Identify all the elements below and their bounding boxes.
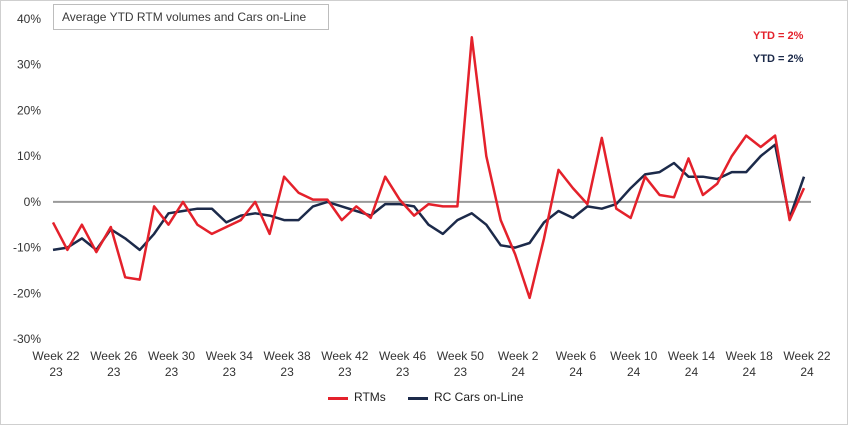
x-tick-label: 23	[280, 365, 294, 379]
y-tick-label: 20%	[17, 103, 41, 117]
x-tick-label: Week 46	[379, 349, 426, 363]
x-tick-label: 24	[627, 365, 641, 379]
series-line-rc-cars-on-line	[52, 143, 806, 252]
x-tick-label: Week 14	[668, 349, 715, 363]
x-tick-label: Week 38	[264, 349, 311, 363]
x-tick-label: Week 2	[498, 349, 539, 363]
x-tick-label: Week 6	[556, 349, 597, 363]
y-tick-label: 40%	[17, 12, 41, 26]
x-tick-label: 24	[511, 365, 525, 379]
y-tick-label: 30%	[17, 58, 41, 72]
x-tick-label: Week 18	[726, 349, 773, 363]
x-tick-label: Week 10	[610, 349, 657, 363]
ytd-rtm-annotation: YTD = 2%	[753, 30, 804, 42]
chart-title-box: Average YTD RTM volumes and Cars on-Line	[53, 4, 329, 30]
x-tick-label: 24	[800, 365, 814, 379]
legend-label-rtms: RTMs	[354, 390, 386, 404]
legend-swatch-cars	[408, 397, 428, 400]
x-tick-label: Week 42	[321, 349, 368, 363]
y-tick-label: -10%	[13, 241, 41, 255]
x-tick-label: 23	[454, 365, 468, 379]
x-tick-label: 23	[49, 365, 63, 379]
x-axis-ticks: Week 22 23 Week 26 23 Week 30 23 Week 34 23 Week…	[32, 349, 830, 379]
x-tick-label: Week 26	[90, 349, 137, 363]
ytd-cars-annotation: YTD = 2%	[753, 53, 804, 65]
y-axis-ticks: 40% 30% 20% 10% 0% -10% -20% -30%	[13, 12, 41, 346]
x-tick-label: 23	[107, 365, 121, 379]
series-line-rtms	[51, 36, 806, 300]
x-tick-label: 23	[338, 365, 352, 379]
x-tick-label: 24	[743, 365, 757, 379]
x-tick-label: 23	[165, 365, 179, 379]
legend-swatch-rtms	[328, 397, 348, 400]
x-tick-label: 24	[685, 365, 699, 379]
legend-label-cars: RC Cars on-Line	[434, 390, 524, 404]
x-tick-label: Week 34	[206, 349, 253, 363]
y-tick-label: -20%	[13, 286, 41, 300]
y-tick-label: 0%	[24, 195, 42, 209]
x-tick-label: Week 50	[437, 349, 484, 363]
x-tick-label: Week 22	[32, 349, 79, 363]
x-tick-label: 23	[223, 365, 237, 379]
y-tick-label: -30%	[13, 332, 41, 346]
x-tick-label: 24	[569, 365, 583, 379]
x-tick-label: 23	[396, 365, 410, 379]
x-tick-label: Week 30	[148, 349, 195, 363]
chart-title: Average YTD RTM volumes and Cars on-Line	[62, 10, 307, 24]
series-lines	[51, 36, 806, 300]
y-tick-label: 10%	[17, 149, 41, 163]
x-tick-label: Week 22	[783, 349, 830, 363]
